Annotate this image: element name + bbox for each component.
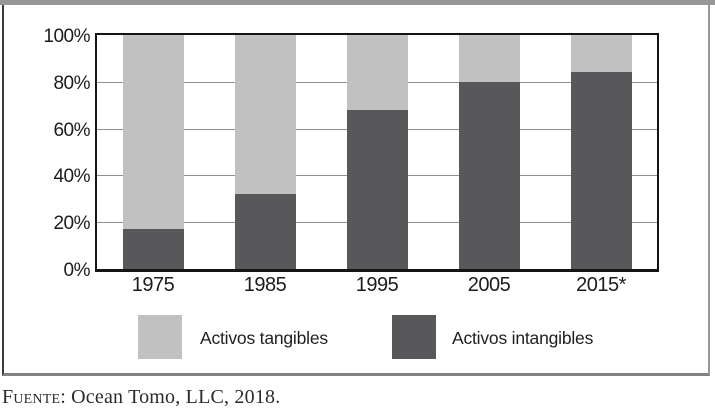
- bar-group-1995: [321, 35, 433, 269]
- y-axis-label-80%: 80%: [53, 72, 90, 94]
- bar-stack: [234, 35, 296, 269]
- source-prefix: Fuente: [2, 386, 61, 408]
- bar-stack: [458, 35, 520, 269]
- y-axis-label-60%: 60%: [53, 119, 90, 141]
- bar-segment-tangibles: [570, 35, 632, 73]
- bar-segment-intangibles: [234, 194, 296, 269]
- source-note: Fuente: Ocean Tomo, LLC, 2018.: [2, 386, 280, 409]
- bar-group-1985: [209, 35, 321, 269]
- source-text: : Ocean Tomo, LLC, 2018.: [60, 386, 281, 408]
- plot-area: [95, 33, 659, 272]
- bar-segment-tangibles: [234, 35, 296, 195]
- bar-group-1975: [97, 35, 209, 269]
- legend-swatch-intangibles: [392, 315, 436, 359]
- bar-segment-intangibles: [346, 109, 408, 269]
- x-axis-label-1985: 1985: [243, 274, 287, 296]
- plot-inner: [97, 35, 657, 269]
- figure-top-rule: [0, 0, 715, 5]
- bar-segment-tangibles: [458, 35, 520, 82]
- bar-stack: [122, 35, 184, 269]
- bar-segment-tangibles: [346, 35, 408, 110]
- x-axis-label-2005: 2005: [467, 274, 511, 296]
- legend-swatch-tangibles: [138, 315, 182, 359]
- bar-stack: [570, 35, 632, 269]
- y-axis-label-40%: 40%: [53, 166, 90, 188]
- y-axis-label-20%: 20%: [53, 213, 90, 235]
- legend-label-intangibles: Activos intangibles: [452, 328, 594, 348]
- bar-stack: [346, 35, 408, 269]
- bar-segment-intangibles: [570, 72, 632, 269]
- legend-label-tangibles: Activos tangibles: [200, 328, 328, 348]
- y-axis-label-100%: 100%: [43, 26, 90, 47]
- y-axis-label-0%: 0%: [63, 260, 91, 281]
- bar-group-2005: [433, 35, 545, 269]
- bar-segment-intangibles: [458, 81, 520, 269]
- bar-group-2015*: [545, 35, 657, 269]
- x-axis-label-1995: 1995: [355, 274, 399, 296]
- bar-segment-tangibles: [122, 35, 184, 230]
- bar-segment-intangibles: [122, 229, 184, 269]
- x-axis-label-2015*: 2015*: [576, 274, 626, 296]
- x-axis-label-1975: 1975: [131, 274, 175, 296]
